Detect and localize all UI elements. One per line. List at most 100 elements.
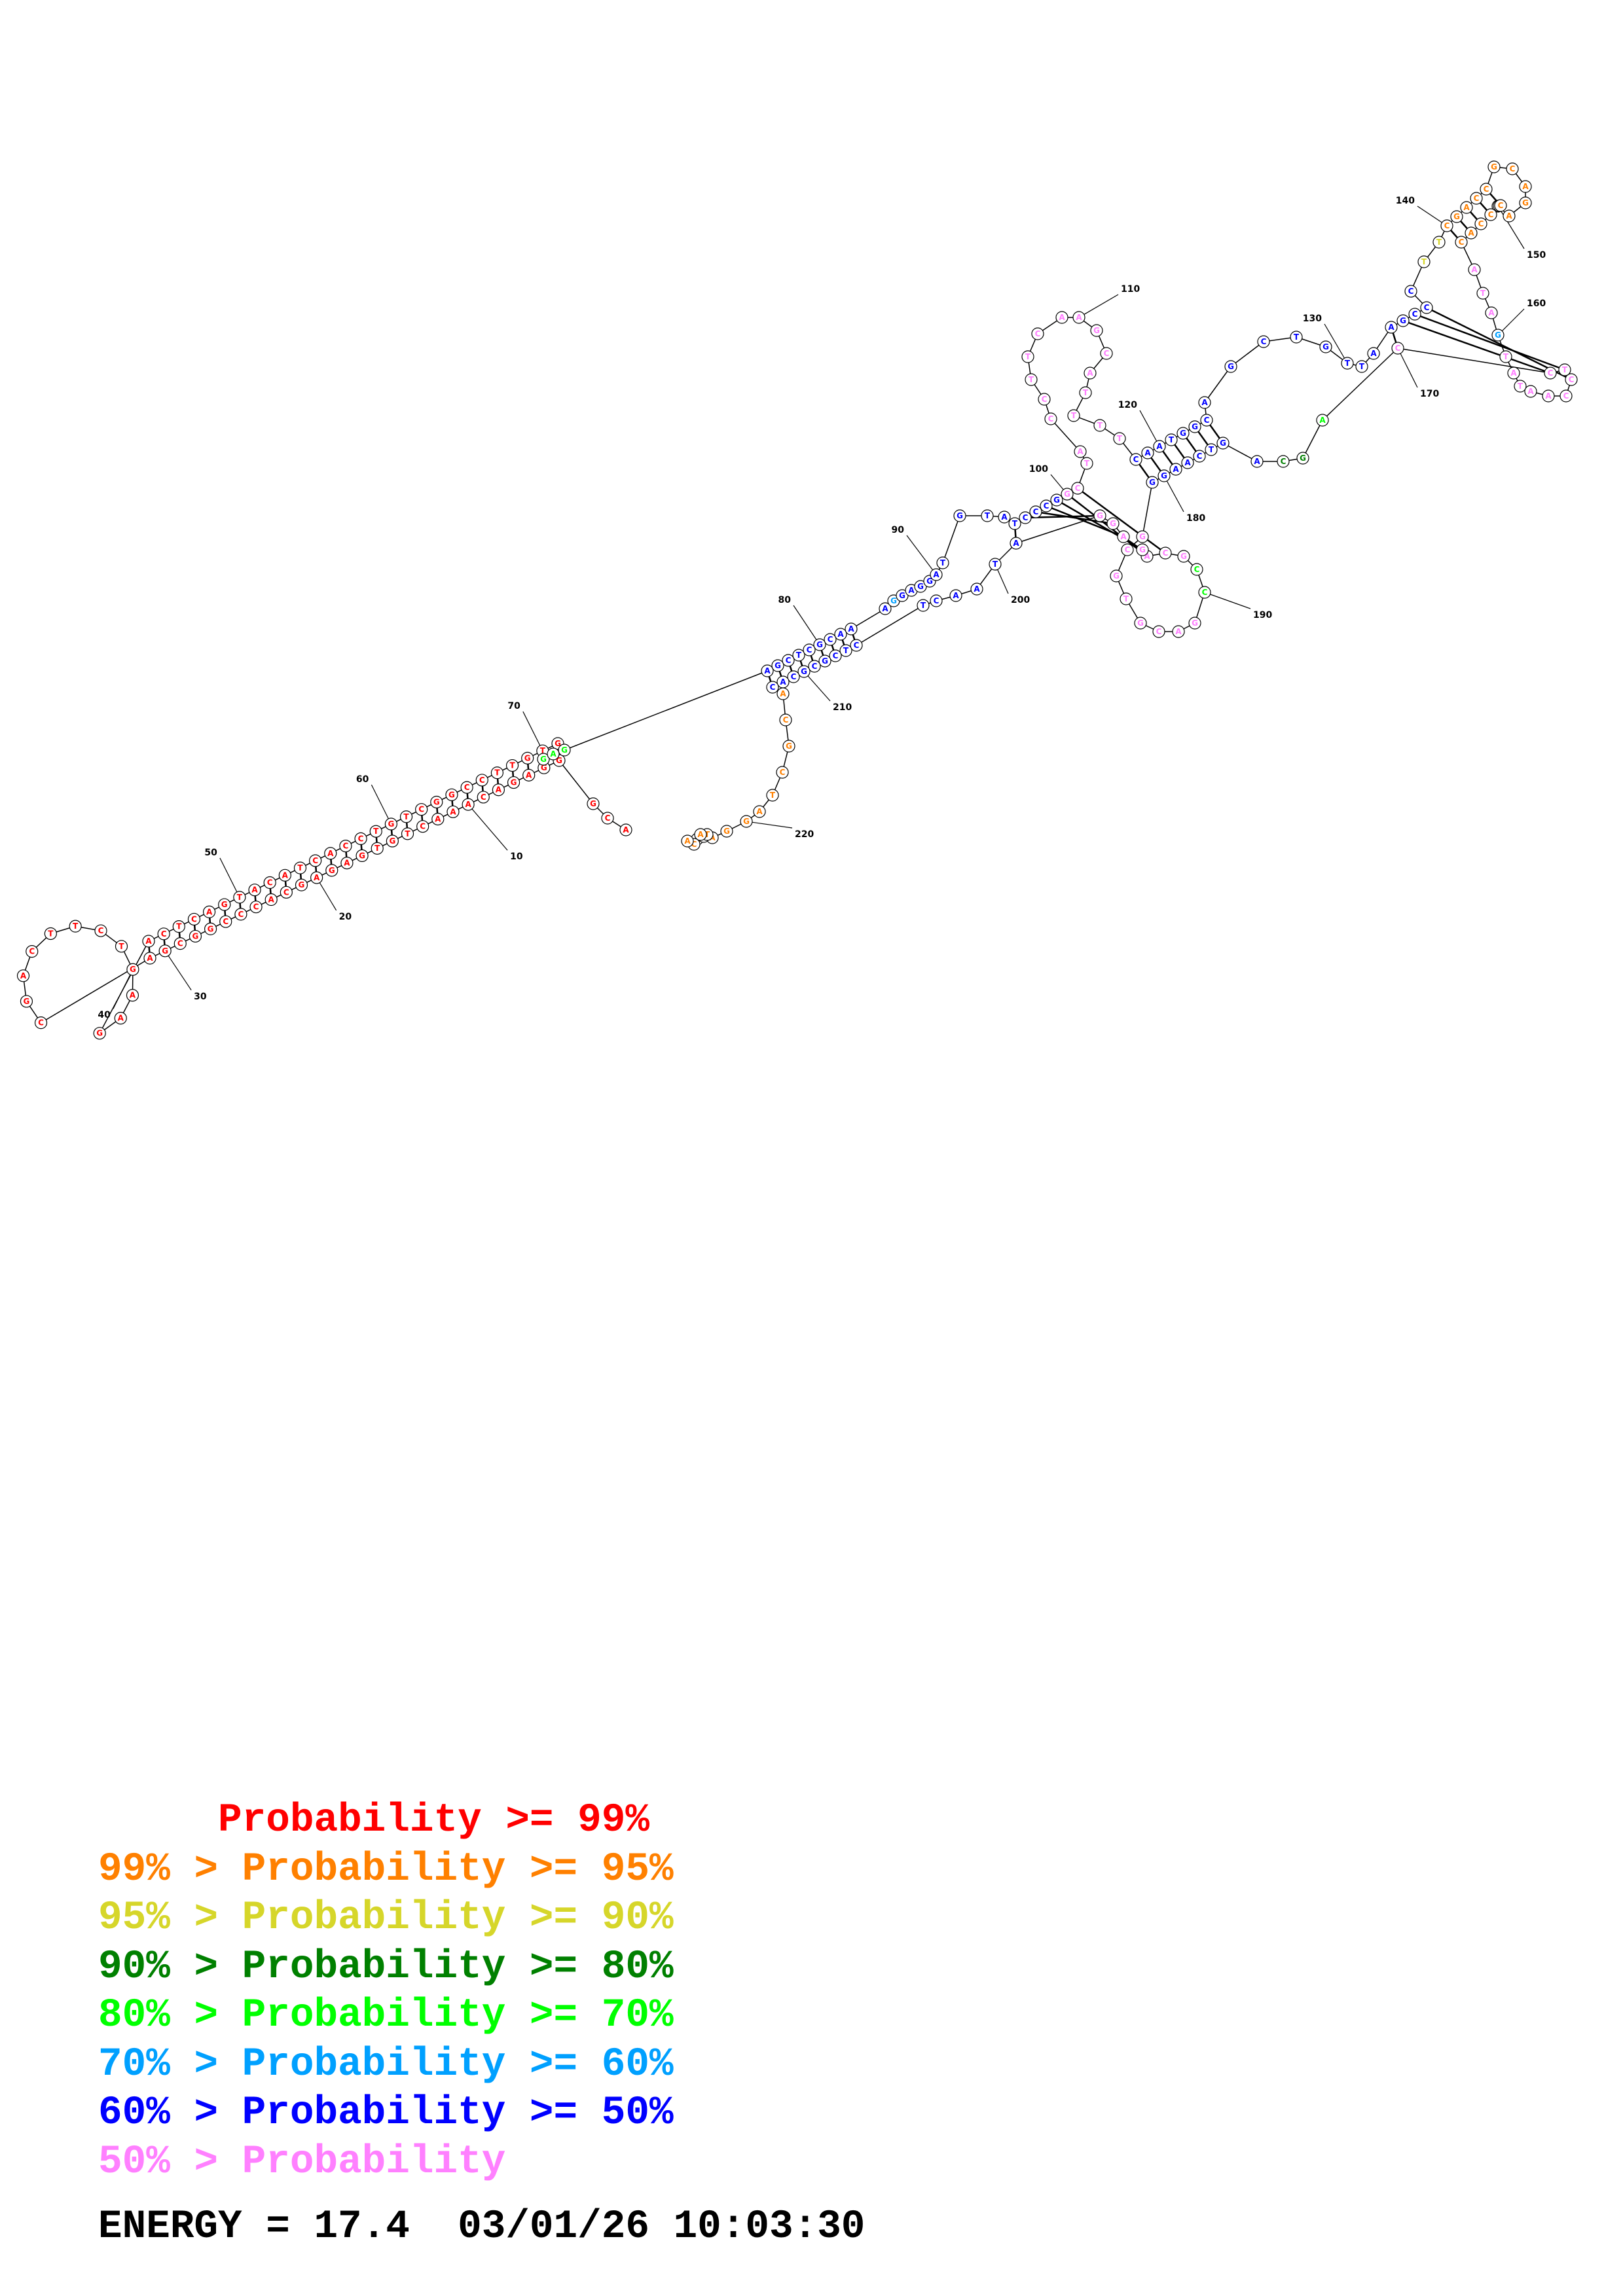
nucleotide-circle [1176, 427, 1190, 440]
tick-line [316, 877, 337, 911]
nucleotide-letter: T [48, 929, 54, 938]
nucleotide: T [1476, 287, 1489, 300]
tick-label: 130 [1303, 314, 1322, 324]
nucleotide-letter: C [780, 768, 786, 777]
nucleotide-circle [1485, 306, 1498, 319]
nucleotide: C [829, 649, 842, 662]
nucleotide: C [1040, 499, 1053, 512]
nucleotide-letter: T [796, 651, 802, 660]
nucleotide: T [981, 509, 994, 522]
nucleotide: C [1100, 347, 1113, 360]
nucleotide: A [1141, 446, 1154, 459]
backbone-segment [1142, 482, 1153, 537]
nucleotide: A [1465, 226, 1478, 240]
nucleotide-letter: C [1548, 368, 1554, 378]
nucleotide-circle [462, 798, 475, 811]
nucleotide: G [1136, 543, 1149, 556]
nucleotide: C [1159, 547, 1172, 560]
nucleotide-circle [998, 511, 1011, 524]
nucleotide: G [93, 1027, 106, 1040]
nucleotide: T [1120, 592, 1133, 605]
nucleotide-circle [601, 812, 614, 825]
nucleotide-letter: G [801, 667, 807, 676]
nucleotide-letter: C [481, 793, 486, 802]
nucleotide: G [158, 944, 172, 958]
nucleotide-circle [694, 828, 707, 841]
nucleotide-letter: C [786, 656, 792, 665]
nucleotide-letter: G [1053, 495, 1060, 505]
tick-line [371, 784, 392, 825]
nucleotide-letter: C [1204, 416, 1210, 425]
nucleotide: C [808, 660, 821, 673]
nucleotide-circle [1141, 446, 1154, 459]
nucleotide: C [1455, 236, 1468, 249]
nucleotide: A [462, 798, 475, 811]
tick-label: 150 [1527, 250, 1546, 260]
nucleotide-letter: C [1133, 455, 1139, 464]
nucleotide-circle [293, 861, 307, 874]
nucleotide: G [1519, 196, 1532, 209]
nucleotide-letter: A [327, 849, 334, 858]
nucleotide: G [953, 509, 966, 522]
nucleotide-letter: C [98, 926, 104, 935]
nucleotide: C [1559, 389, 1573, 403]
nucleotide-letter: A [974, 584, 980, 594]
nucleotide-letter: G [1453, 212, 1460, 221]
legend-arrow: > [194, 1944, 219, 1990]
nucleotide: A [1503, 209, 1516, 223]
nucleotide: A [447, 805, 460, 818]
nucleotide: A [264, 893, 278, 906]
nucleotide: C [249, 901, 263, 914]
nucleotide-letter: T [1084, 459, 1090, 468]
nucleotide-letter: A [1488, 308, 1495, 317]
nucleotide-circle [1499, 350, 1512, 363]
nucleotide-letter: G [221, 900, 228, 909]
nucleotide-letter: C [253, 903, 259, 912]
nucleotide-letter: G [561, 745, 568, 755]
nucleotide-circle [1200, 414, 1213, 427]
nucleotide: C [187, 912, 201, 926]
nucleotide-letter: A [1506, 211, 1512, 221]
nucleotide-letter: C [854, 641, 860, 650]
nucleotide-circle [813, 638, 826, 651]
nucleotide: A [1055, 311, 1068, 324]
nucleotide-circle [1524, 385, 1537, 398]
nucleotide: A [1316, 414, 1329, 427]
nucleotide-letter: G [1161, 471, 1167, 480]
base-pair-line [1402, 319, 1551, 374]
tick-label: 140 [1396, 196, 1415, 206]
nucleotide: C [309, 854, 322, 867]
nucleotide: T [1093, 419, 1106, 432]
nucleotide-circle [1503, 209, 1516, 223]
nucleotide-circle [492, 783, 505, 797]
legend-arrow: > [194, 2041, 219, 2087]
nucleotide-letter: G [1139, 532, 1146, 541]
nucleotide-circle [310, 871, 323, 884]
nucleotide-letter: G [1495, 331, 1501, 340]
nucleotide: C [1038, 393, 1051, 406]
nucleotide: A [547, 747, 560, 761]
nucleotide-circle [386, 834, 399, 848]
nucleotide-circle [1519, 180, 1532, 193]
nucleotide-letter: G [389, 836, 395, 846]
nucleotide-circle [1367, 347, 1380, 360]
nucleotide-letter: G [1137, 619, 1144, 628]
nucleotide: T [1355, 360, 1368, 373]
nucleotide-letter: A [1087, 368, 1093, 378]
tick-label: 190 [1253, 610, 1272, 620]
nucleotide-circle [142, 935, 155, 948]
nucleotide-circle [1120, 592, 1133, 605]
nucleotide-circle [1038, 393, 1051, 406]
nucleotide: A [776, 687, 790, 700]
nucleotide-circle [477, 791, 490, 804]
nucleotide-letter: A [1545, 391, 1552, 401]
nucleotide-circle [1134, 617, 1147, 630]
nucleotide: T [792, 649, 805, 662]
nucleotide: C [1019, 511, 1032, 524]
nucleotide: C [1152, 625, 1165, 638]
tick-label: 10 [510, 852, 523, 862]
legend-row: 99% > Probability >= 95% [98, 1846, 674, 1895]
nucleotide: G [558, 744, 571, 757]
nucleotide-circle [779, 713, 792, 726]
nucleotide: G [813, 638, 826, 651]
